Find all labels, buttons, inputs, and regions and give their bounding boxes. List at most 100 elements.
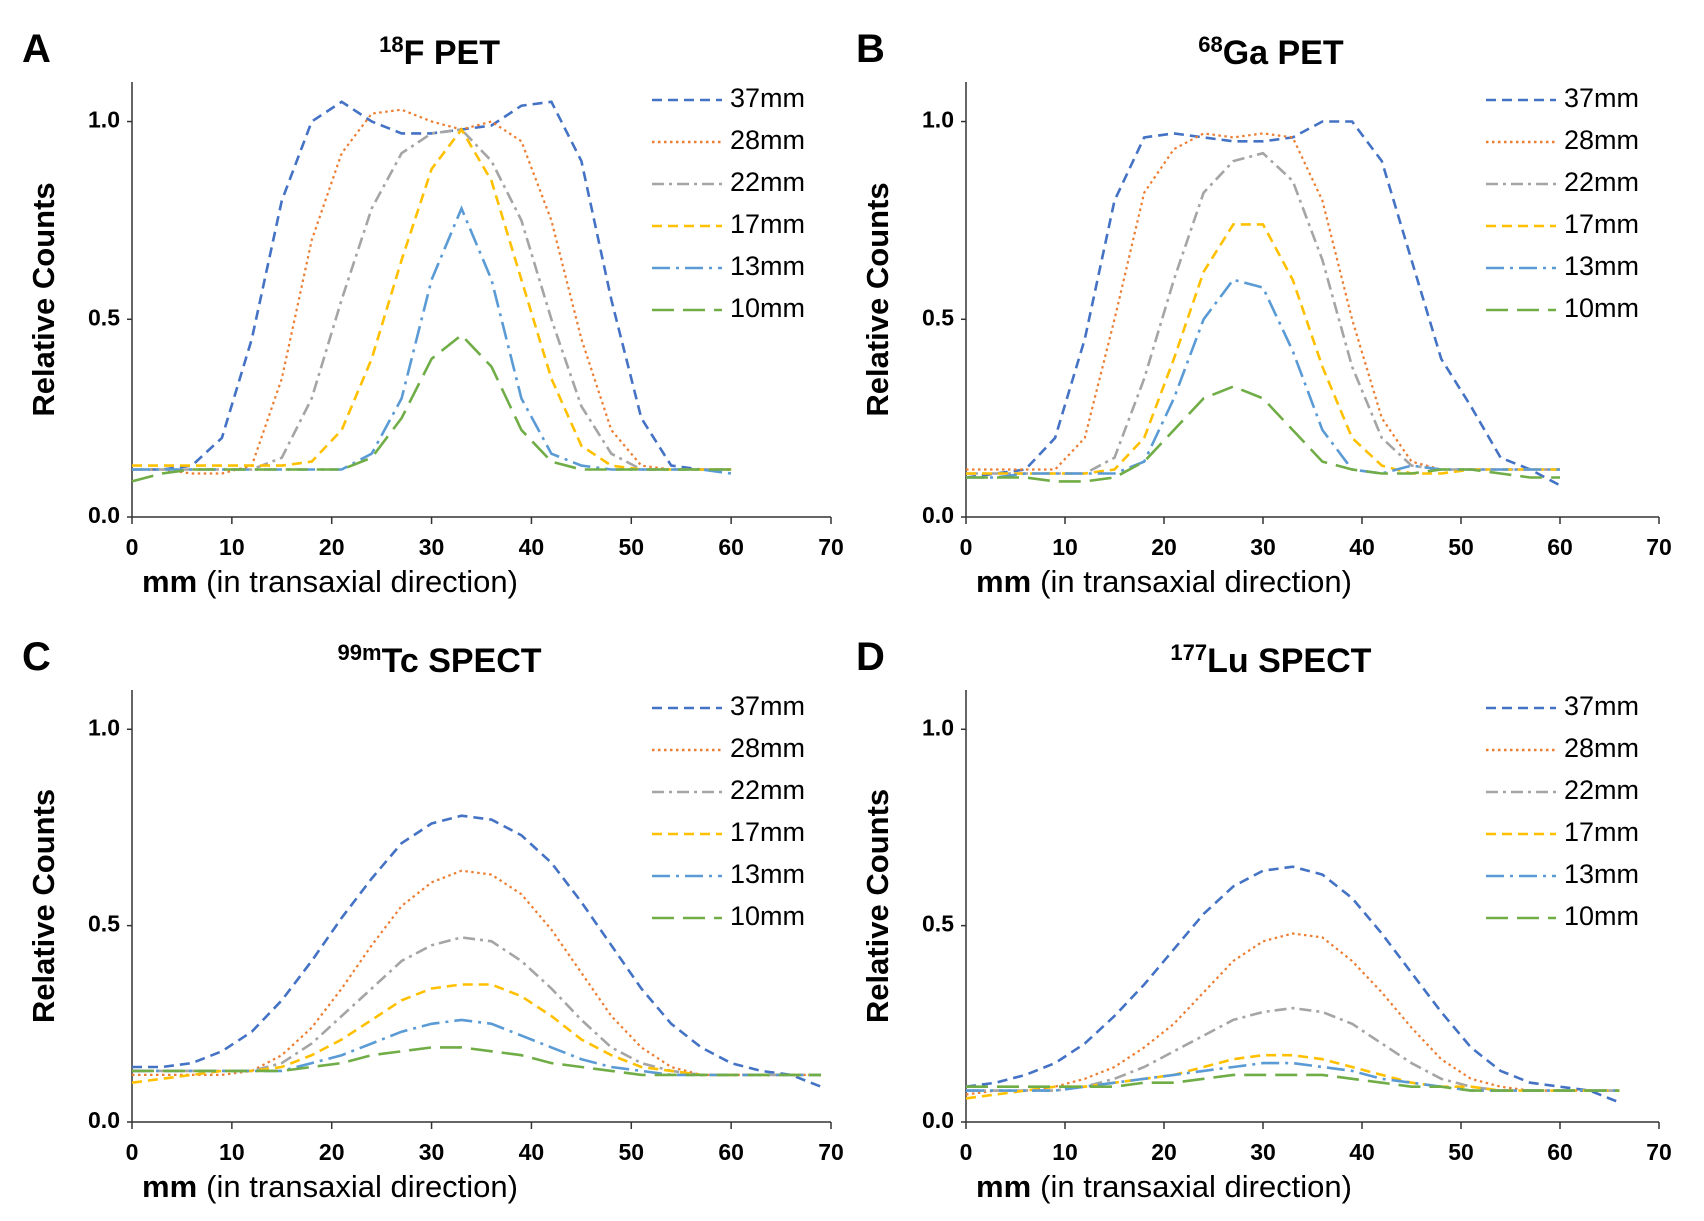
legend-label: 22mm <box>1564 167 1639 197</box>
y-tick-label: 0.0 <box>88 1107 120 1133</box>
x-tick-label: 30 <box>1250 1139 1276 1165</box>
x-axis-label-text: (in transaxial direction) <box>206 564 518 599</box>
x-axis-label-text: (in transaxial direction) <box>206 1169 518 1204</box>
x-axis-label-text: (in transaxial direction) <box>1040 564 1352 599</box>
x-axis-label-text: (in transaxial direction) <box>1040 1169 1352 1204</box>
x-axis-label: mm (in transaxial direction) <box>142 564 518 599</box>
series-line <box>965 120 1561 487</box>
legend-label: 10mm <box>730 901 805 931</box>
title-text: Lu SPECT <box>1207 642 1372 680</box>
x-tick-label: 60 <box>1547 534 1573 560</box>
legend-label: 22mm <box>730 775 805 805</box>
legend-label: 37mm <box>1564 691 1639 721</box>
x-tick-label: 40 <box>1349 1139 1375 1165</box>
y-tick-label: 0.5 <box>88 304 120 330</box>
legend-label: 37mm <box>730 691 805 721</box>
series-line <box>131 983 821 1084</box>
legend-label: 10mm <box>1564 901 1639 931</box>
title-superscript: 99m <box>338 640 382 665</box>
x-tick-label: 70 <box>818 534 844 560</box>
x-tick-label: 0 <box>126 1139 139 1165</box>
legend-label: 37mm <box>730 83 805 113</box>
series-line <box>132 100 732 471</box>
legend-label: 28mm <box>730 733 805 763</box>
x-tick-label: 10 <box>1052 1139 1078 1165</box>
y-tick-label: 1.0 <box>88 714 120 740</box>
series-line <box>132 1018 821 1077</box>
title-superscript: 177 <box>1170 640 1207 665</box>
series-line <box>131 333 732 483</box>
x-tick-label: 30 <box>419 534 445 560</box>
x-tick-label: 20 <box>1151 534 1177 560</box>
series-line <box>966 278 1560 479</box>
x-tick-label: 70 <box>1646 1139 1672 1165</box>
y-axis-label: Relative Counts <box>860 182 895 416</box>
x-axis-label-unit: mm <box>142 564 197 599</box>
series-line <box>132 869 821 1076</box>
series-line <box>132 936 821 1077</box>
y-axis-label: Relative Counts <box>26 182 61 416</box>
y-tick-label: 1.0 <box>88 107 120 133</box>
series-line <box>132 128 732 471</box>
x-tick-label: 10 <box>219 1139 245 1165</box>
legend-label: 13mm <box>730 859 805 889</box>
y-tick-label: 0.0 <box>88 502 120 528</box>
x-axis-label: mm (in transaxial direction) <box>142 1169 518 1204</box>
x-axis-label: mm (in transaxial direction) <box>976 1169 1352 1204</box>
series-line <box>966 1073 1620 1092</box>
x-tick-label: 40 <box>519 1139 545 1165</box>
series-line <box>966 385 1560 483</box>
series-line <box>132 127 732 471</box>
legend-label: 28mm <box>730 125 805 155</box>
legend-label: 17mm <box>730 209 805 239</box>
x-tick-label: 30 <box>1250 534 1276 560</box>
legend-label: 17mm <box>730 817 805 847</box>
x-tick-label: 60 <box>1547 1139 1573 1165</box>
x-axis-label-unit: mm <box>142 1169 197 1204</box>
title-superscript: 68 <box>1198 32 1222 57</box>
series-line <box>132 108 732 475</box>
legend-label: 28mm <box>1564 125 1639 155</box>
x-axis-label-unit: mm <box>976 564 1031 599</box>
y-tick-label: 1.0 <box>922 107 954 133</box>
x-tick-label: 20 <box>1151 1139 1177 1165</box>
x-tick-label: 0 <box>126 534 139 560</box>
y-tick-label: 1.0 <box>922 714 954 740</box>
legend-label: 10mm <box>1564 293 1639 323</box>
series-line <box>132 814 822 1088</box>
y-tick-label: 0.5 <box>88 911 120 937</box>
legend-label: 28mm <box>1564 733 1639 763</box>
x-tick-label: 40 <box>1349 534 1375 560</box>
x-tick-label: 10 <box>1052 534 1078 560</box>
legend-label: 17mm <box>1564 209 1639 239</box>
x-tick-label: 20 <box>319 534 345 560</box>
x-tick-label: 70 <box>1646 534 1672 560</box>
title-text: Ga PET <box>1223 34 1344 72</box>
y-tick-label: 0.0 <box>922 502 954 528</box>
x-tick-label: 0 <box>960 1139 973 1165</box>
chart-title: 68Ga PET <box>1198 32 1344 72</box>
y-tick-label: 0.5 <box>922 911 954 937</box>
x-tick-label: 60 <box>718 1139 744 1165</box>
x-tick-label: 50 <box>618 1139 644 1165</box>
panel-label: D <box>856 635 885 679</box>
title-text: F PET <box>404 34 501 72</box>
title-text: Tc SPECT <box>382 642 542 680</box>
series-line <box>965 865 1620 1104</box>
series-line <box>966 151 1560 475</box>
panel-label: C <box>22 635 51 679</box>
legend-label: 17mm <box>1564 817 1639 847</box>
legend-label: 13mm <box>1564 251 1639 281</box>
legend-label: 22mm <box>730 167 805 197</box>
y-tick-label: 0.5 <box>922 304 954 330</box>
x-tick-label: 70 <box>818 1139 844 1165</box>
x-axis-label-unit: mm <box>976 1169 1031 1204</box>
series-line <box>966 132 1560 471</box>
chart-title: 18F PET <box>379 32 500 72</box>
x-tick-label: 10 <box>219 534 245 560</box>
x-tick-label: 50 <box>1448 534 1474 560</box>
x-tick-label: 50 <box>1448 1139 1474 1165</box>
x-tick-label: 50 <box>618 534 644 560</box>
series-line <box>965 932 1620 1096</box>
